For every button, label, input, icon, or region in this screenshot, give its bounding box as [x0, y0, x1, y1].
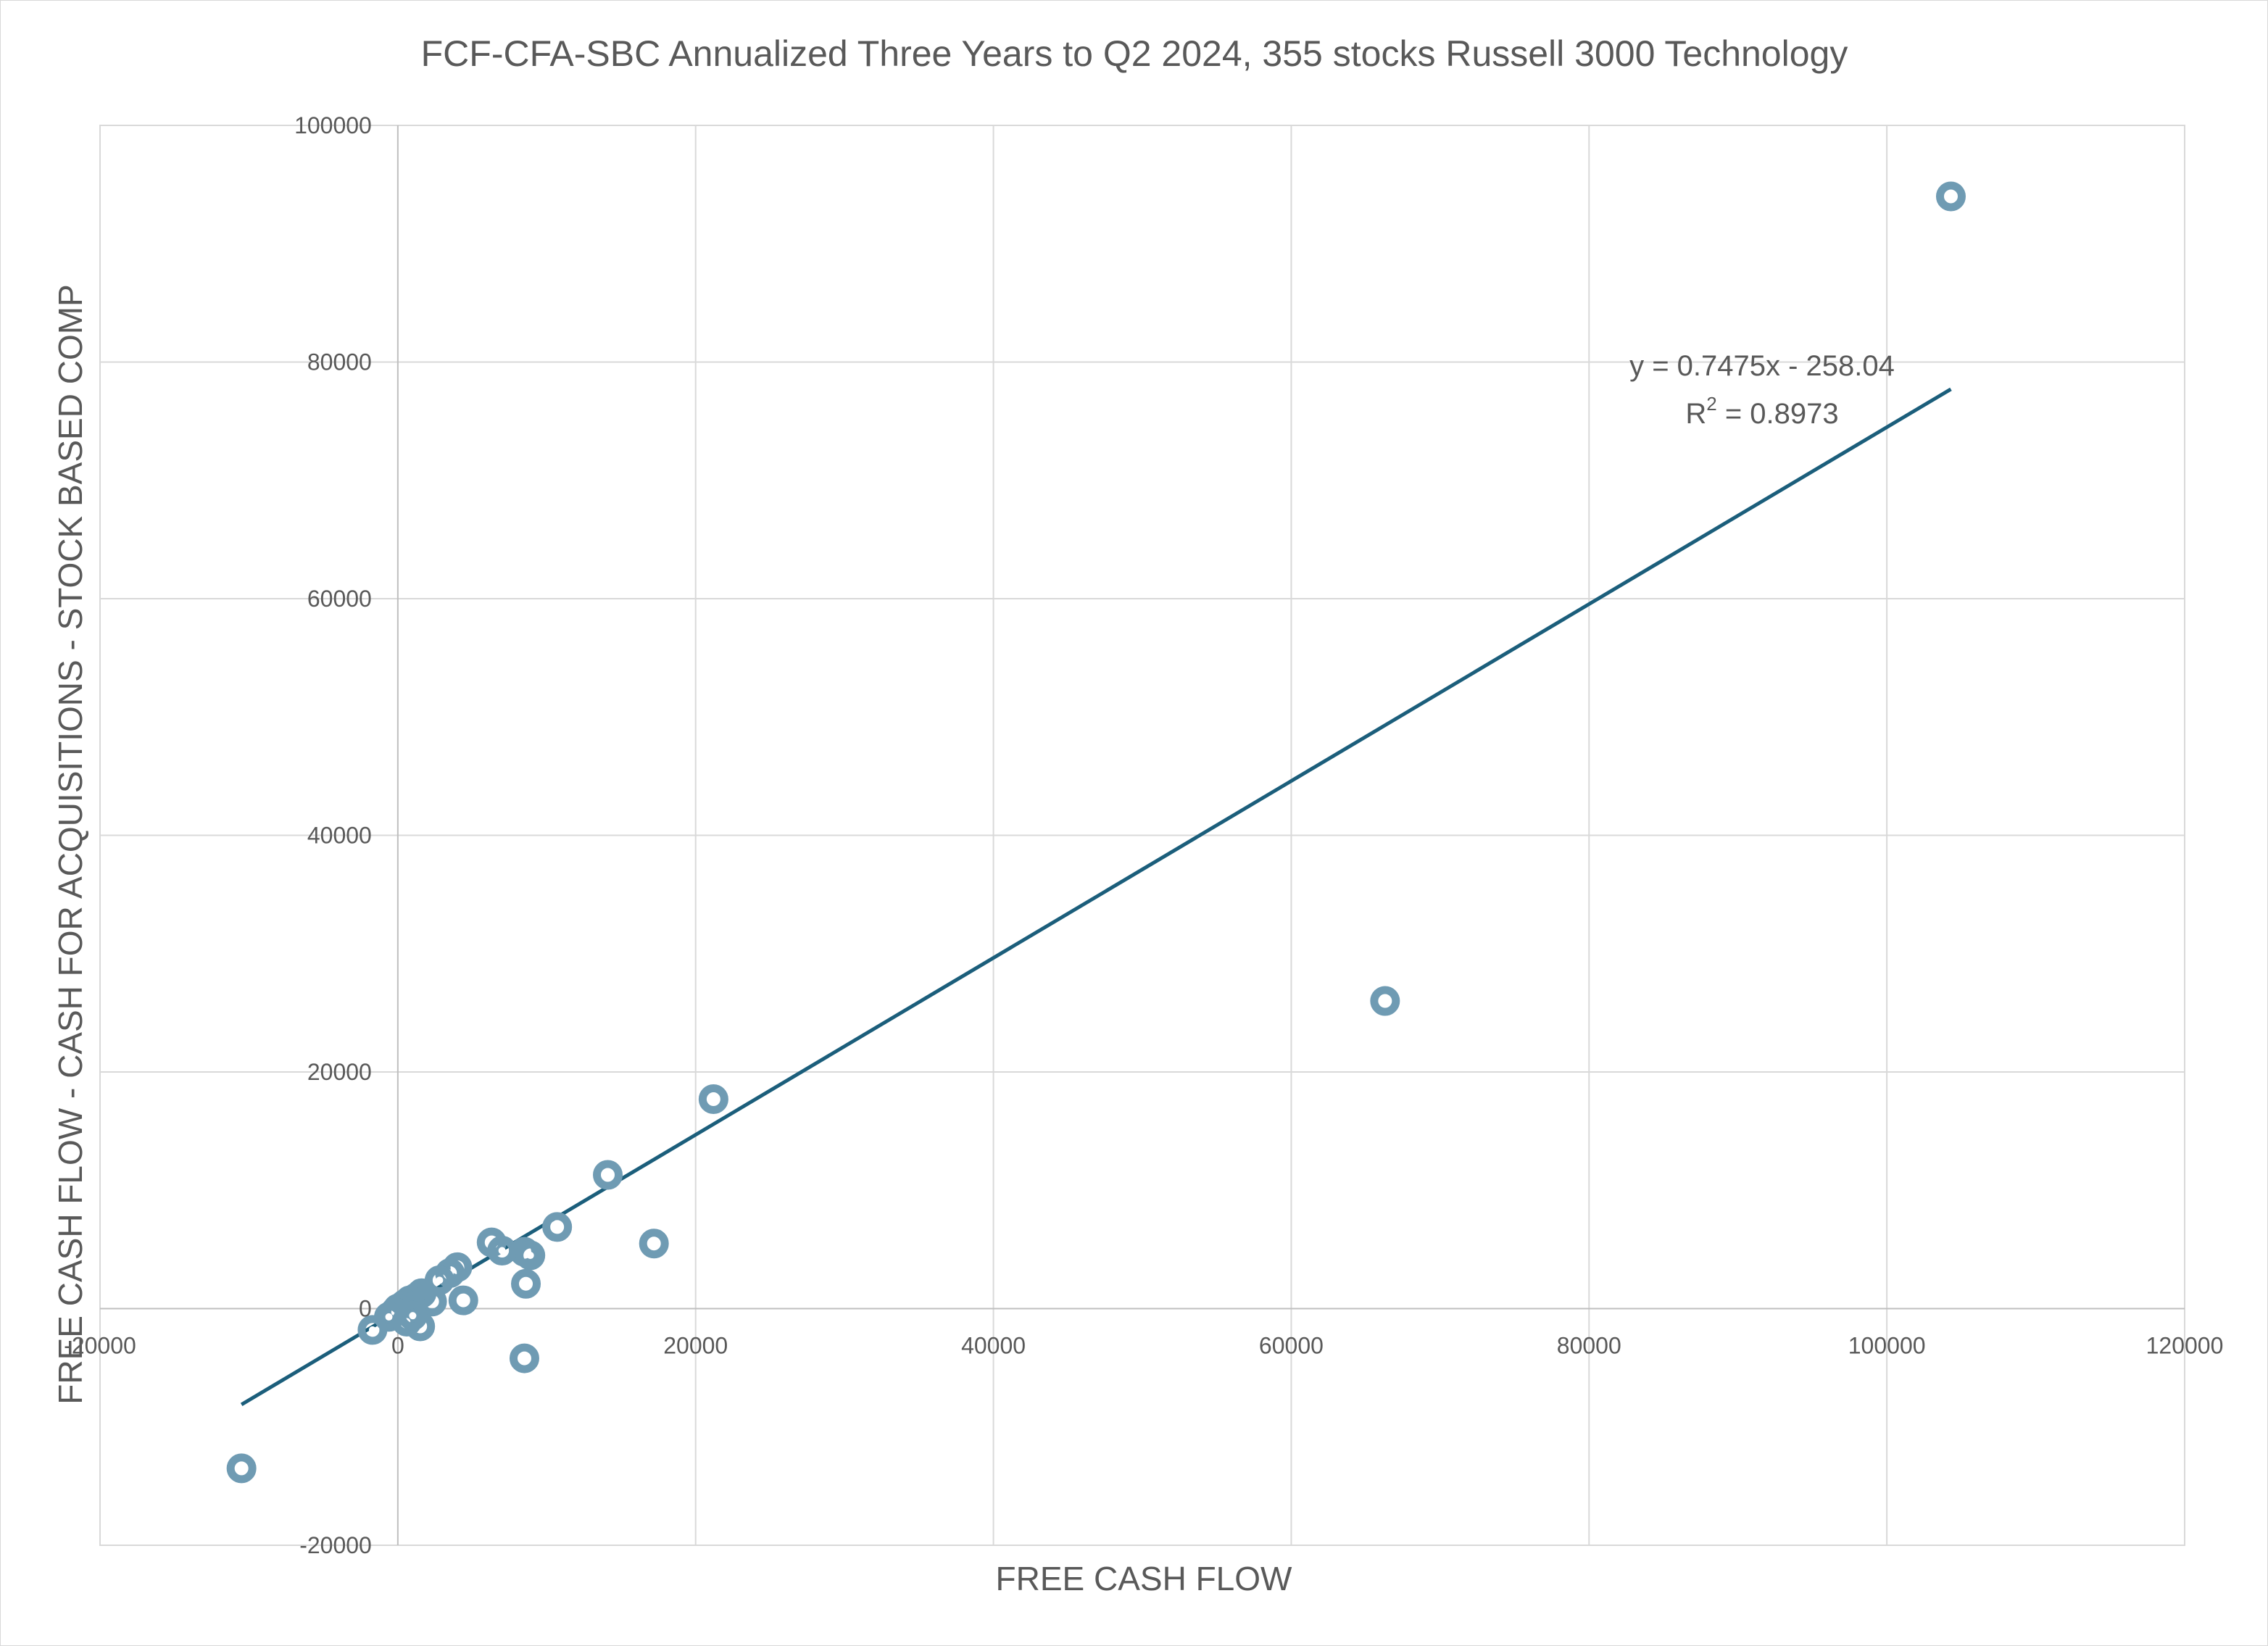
data-point-center [526, 1252, 534, 1260]
x-tick-label: 20000 [663, 1333, 728, 1359]
data-point-center [710, 1095, 718, 1103]
data-point-center [385, 1313, 393, 1321]
r-squared-letter: R [1685, 398, 1706, 430]
data-point-center [460, 1297, 468, 1305]
data-point [639, 1229, 669, 1259]
x-tick-label: 40000 [961, 1333, 1026, 1359]
data-point [397, 1300, 428, 1331]
trendline-r-squared: R2 = 0.8973 [1685, 393, 1838, 430]
data-point [1370, 986, 1400, 1016]
trendline-equation: y = 0.7475x - 258.04 [1629, 350, 1895, 382]
data-point-center [520, 1355, 528, 1363]
trendline-group [240, 387, 1952, 1406]
y-tick-label: 40000 [307, 823, 372, 849]
x-tick-label: -20000 [64, 1333, 136, 1359]
data-point [542, 1212, 573, 1242]
data-point-center [238, 1464, 246, 1472]
data-point-ring [639, 1229, 669, 1259]
r-squared-value: = 0.8973 [1717, 398, 1839, 430]
data-points [226, 181, 1966, 1484]
data-point-ring [593, 1160, 623, 1190]
y-tick-label: 20000 [307, 1059, 372, 1085]
data-point-ring [1370, 986, 1400, 1016]
chart-title: FCF-CFA-SBC Annualized Three Years to Q2… [421, 33, 1848, 74]
data-point-center [1381, 997, 1389, 1005]
data-point-center [368, 1326, 376, 1334]
data-point-ring [1935, 181, 1966, 212]
data-point [511, 1268, 541, 1299]
data-point-center [436, 1276, 444, 1284]
data-point-center [522, 1280, 530, 1288]
x-tick-label: 120000 [2146, 1333, 2224, 1359]
y-tick-label: 0 [359, 1296, 372, 1322]
data-point-center [553, 1223, 561, 1231]
data-point-ring [542, 1212, 573, 1242]
data-point [1935, 181, 1966, 212]
trendline [240, 387, 1952, 1406]
data-point [515, 1240, 546, 1271]
r-squared-superscript: 2 [1706, 393, 1716, 415]
x-tick-label: 100000 [1848, 1333, 1926, 1359]
x-tick-label: 0 [391, 1333, 404, 1359]
data-point [593, 1160, 623, 1190]
data-point-center [409, 1312, 417, 1320]
data-point-ring [226, 1453, 257, 1484]
tick-labels: -20000 0 20000 40000 60000 80000 100000 120000 -… [64, 112, 2223, 1558]
data-point [226, 1453, 257, 1484]
y-tick-label: 60000 [307, 586, 372, 612]
data-point-center [604, 1171, 612, 1179]
data-point-center [650, 1239, 658, 1247]
y-tick-label: 80000 [307, 349, 372, 375]
data-point-center [498, 1247, 506, 1255]
data-point-ring [509, 1343, 539, 1373]
data-point-ring [448, 1285, 478, 1315]
x-tick-label: 80000 [1557, 1333, 1621, 1359]
data-point-ring [515, 1240, 546, 1271]
data-point [357, 1315, 388, 1345]
data-point-ring [397, 1300, 428, 1331]
data-point-ring [357, 1315, 388, 1345]
x-axis-title: FREE CASH FLOW [996, 1560, 1293, 1597]
data-point [698, 1084, 728, 1115]
y-axis-title: FREE CASH FLOW - CASH FOR ACQUISITIONS -… [51, 284, 89, 1404]
data-point [448, 1285, 478, 1315]
data-point-ring [511, 1268, 541, 1299]
y-tick-label: -20000 [299, 1532, 372, 1558]
data-point [509, 1343, 539, 1373]
data-point-ring [698, 1084, 728, 1115]
y-tick-label: 100000 [294, 112, 372, 138]
data-point-center [1947, 192, 1955, 200]
x-tick-label: 60000 [1259, 1333, 1324, 1359]
